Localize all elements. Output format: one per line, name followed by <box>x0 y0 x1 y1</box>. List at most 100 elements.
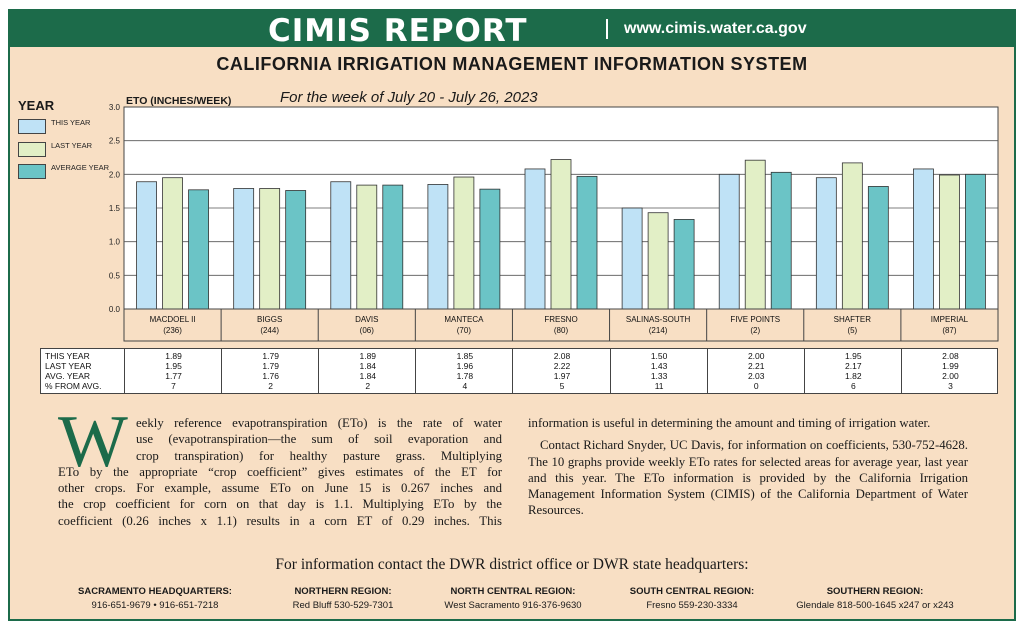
table-column-divider <box>609 349 611 393</box>
bar <box>285 190 307 310</box>
body-column-1: eekly reference evapotranspiration (ETo)… <box>58 415 502 529</box>
bar <box>453 176 475 310</box>
region-name: SOUTH CENTRAL REGION: <box>629 586 755 597</box>
y-axis-label: ETO (INCHES/WEEK) <box>126 95 232 107</box>
table-cell: 5 <box>559 381 565 391</box>
table-cell: 2.22 <box>553 361 571 371</box>
table-cell: 1.82 <box>845 371 862 381</box>
legend-title: YEAR <box>18 98 55 113</box>
table-cell: 2.08 <box>942 351 959 361</box>
table-cell: 1.76 <box>262 371 279 381</box>
region-phone: Red Bluff 530-529-7301 <box>292 600 394 611</box>
legend-label-average-year: AVERAGE YEAR <box>51 163 110 172</box>
region-southern: SOUTHERN REGION: Glendale 818-500-1645 x… <box>780 586 970 611</box>
y-tick-label: 3.0 <box>109 103 121 112</box>
table-cell: 2.21 <box>747 361 765 371</box>
table-row-label: AVG. YEAR <box>45 371 91 381</box>
table-cell: 1.97 <box>553 371 571 381</box>
table-cell: 1.50 <box>650 351 668 361</box>
station-id-label: (5) <box>847 326 857 335</box>
x-tick-label: SHAFTER <box>834 315 872 324</box>
station-id-label: (214) <box>649 326 668 335</box>
bar <box>356 184 378 310</box>
station-id-label: (06) <box>360 326 375 335</box>
table-cell: 1.95 <box>845 351 862 361</box>
region-north-central: NORTH CENTRAL REGION: West Sacramento 91… <box>428 586 598 611</box>
bar <box>382 184 404 310</box>
report-banner: CIMIS REPORT www.cimis.water.ca.gov <box>10 11 1014 49</box>
region-name: SACRAMENTO HEADQUARTERS: <box>78 586 232 597</box>
body-line: use (evapotranspiration—the sum of soil … <box>136 432 502 447</box>
legend-swatch-last-year <box>18 142 46 157</box>
table-cell: 2.00 <box>942 371 959 381</box>
table-cell: 3 <box>948 381 953 391</box>
system-subtitle: CALIFORNIA IRRIGATION MANAGEMENT INFORMA… <box>216 54 808 74</box>
bar <box>770 171 792 310</box>
table-cell: 4 <box>462 381 468 391</box>
body-line: the crop coefficient for corn on that da… <box>58 497 502 512</box>
region-phone: 916-651-9679 • 916-651-7218 <box>91 600 219 611</box>
drop-cap: W <box>58 401 128 483</box>
table-cell: 1.85 <box>456 351 474 361</box>
table-cell: 1.33 <box>650 371 668 381</box>
region-phone: Glendale 818-500-1645 x247 or x243 <box>796 600 954 611</box>
x-tick-label: BIGGS <box>257 315 282 324</box>
report-frame: CIMIS REPORT www.cimis.water.ca.gov CALI… <box>8 9 1016 621</box>
x-tick-label: SALINAS-SOUTH <box>626 315 691 324</box>
x-tick-label: MANTECA <box>444 315 484 324</box>
category-label-box <box>123 308 999 342</box>
bar <box>718 173 740 310</box>
x-tick-label: IMPERIAL <box>931 315 969 324</box>
banner-divider <box>606 19 608 39</box>
region-phone: Fresno 559-230-3334 <box>646 600 738 611</box>
legend-swatch-average-year <box>18 164 46 179</box>
legend-item-average-year: AVERAGE YEAR <box>18 163 118 183</box>
table-cell: 1.79 <box>262 351 279 361</box>
x-tick-label: FRESNO <box>544 315 577 324</box>
y-tick-label: 2.5 <box>109 137 121 146</box>
table-cell: 1.77 <box>165 371 182 381</box>
footer-contact: For information contact the DWR district… <box>275 556 749 573</box>
region-name: NORTHERN REGION: <box>294 586 392 597</box>
bar <box>621 207 643 310</box>
y-tick-label: 0.5 <box>109 271 121 280</box>
body-line: crop transpiration) for healthy pasture … <box>136 448 502 463</box>
bar <box>330 181 352 310</box>
station-id-label: (244) <box>260 326 279 335</box>
bar <box>479 188 501 310</box>
table-cell: 1.43 <box>650 361 668 371</box>
eto-data-table: THIS YEAR LAST YEAR AVG. YEAR% FROM AVG. 1.… <box>40 348 998 394</box>
bar <box>744 159 766 310</box>
table-column-divider <box>221 349 223 393</box>
region-northern: NORTHERN REGION: Red Bluff 530-529-7301 <box>268 586 418 611</box>
legend-item-last-year: LAST YEAR <box>18 141 118 161</box>
bar <box>233 188 255 310</box>
table-row-label: THIS YEAR <box>45 351 90 361</box>
station-id-label: (2) <box>750 326 760 335</box>
bar <box>913 168 934 310</box>
table-cell: 0 <box>753 381 759 391</box>
table-cell: 2.08 <box>553 351 571 361</box>
table-column-divider <box>803 349 805 393</box>
table-cell: 1.79 <box>262 361 279 371</box>
legend-swatch-this-year <box>18 119 46 134</box>
body-line: other crops. For example, assume ETo on … <box>58 481 502 496</box>
bar <box>188 189 209 310</box>
table-cell: 1.89 <box>359 351 377 361</box>
table-cell: 1.89 <box>165 351 182 361</box>
table-cell: 2.03 <box>747 371 765 381</box>
body-line: eekly reference evapotranspiration (ETo)… <box>136 416 502 430</box>
table-cell: 2 <box>365 381 371 391</box>
bar <box>162 177 183 310</box>
website-link[interactable]: www.cimis.water.ca.gov <box>624 20 807 37</box>
y-tick-label: 1.0 <box>109 238 121 247</box>
bar <box>939 174 960 310</box>
station-id-label: (236) <box>163 326 182 335</box>
body-line: coefficient (0.26 inches x 1.1) results … <box>58 513 502 528</box>
table-cell: 2 <box>268 381 274 391</box>
table-cell: 2.17 <box>845 361 862 371</box>
bar <box>867 186 889 310</box>
chart-title: For the week of July 20 - July 26, 2023 <box>280 89 538 106</box>
table-cell: 11 <box>654 381 664 391</box>
region-name: NORTH CENTRAL REGION: <box>450 586 576 597</box>
